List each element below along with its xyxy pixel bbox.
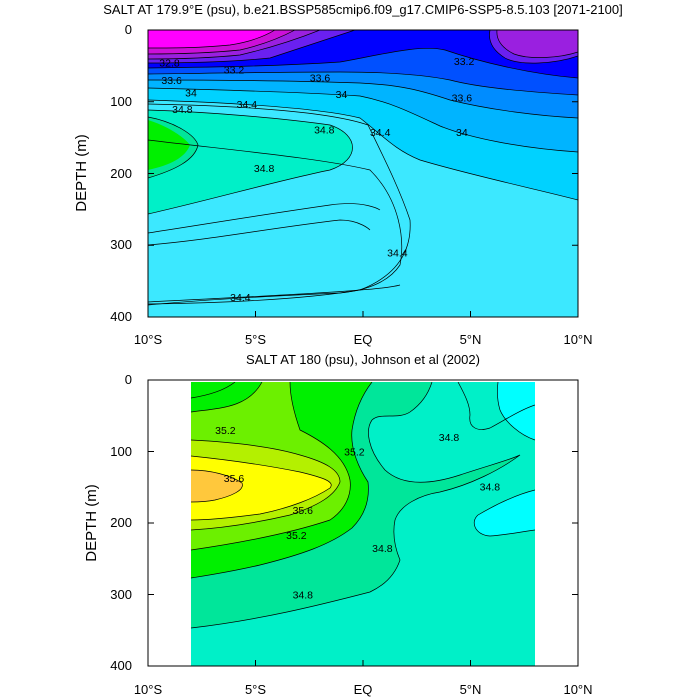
panel-1: SALT AT 179.9°E (psu), b.e21.BSSP585cmip… [73,2,623,347]
fill-level-34.6-deep-north [474,490,535,536]
panel-2-contour-labels: 35.2 35.2 34.8 35.6 34.8 35.6 35.2 34.8 34.8 [215,425,500,601]
contour-label-0-6: 33.6 [310,72,331,84]
contour-label-0-15: 34 [456,127,468,139]
contour-33.6 [148,71,578,96]
panel-2: SALT AT 180 (psu), Johnson et al (2002) [83,352,593,697]
contour-34.4-deep [148,284,401,303]
contour-label-1-0: 35.2 [215,425,236,437]
panel-1-ytick-label-200: 200 [110,166,132,181]
panel-1-xtick-label-5N: 5°N [460,332,482,347]
contour-label-0-11: 34.4 [387,247,408,259]
contour-33.4 [148,47,578,79]
contour-34.8-core [148,116,199,179]
contour-label-1-7: 34.8 [372,543,393,555]
contour-label-0-5: 34.4 [237,99,258,111]
fill-level-33.0-north [496,30,578,58]
panel-2-ytick-label-200: 200 [110,515,132,530]
panel-2-ytick-label-0: 0 [125,372,132,387]
contour-label-0-7: 34 [336,89,348,101]
panel-1-x-ticks: 10°S 5°S EQ 5°N 10°N [134,311,593,347]
contour-label-0-0: 32.8 [159,57,180,69]
panel-1-fill [148,30,578,317]
panel-1-title: SALT AT 179.9°E (psu), b.e21.BSSP585cmip… [103,2,623,17]
panel-2-xtick-label-EQ: EQ [354,682,373,697]
contour-32.8-a [148,30,276,49]
contour-label-0-9: 34.4 [370,127,391,139]
contour-35.2-a [191,382,263,413]
contour-33.0-a [148,30,296,55]
contour-label-0-12: 34.4 [230,292,251,304]
fill-level-34.6 [148,110,353,214]
panel-1-xtick-label-10S: 10°S [134,332,163,347]
contour-35.4 [191,439,341,531]
contour-label-0-13: 33.2 [454,56,475,68]
fill-level-34.6-north [497,382,535,440]
contour-34.5 [148,139,402,306]
contour-33.2-north [489,30,578,64]
panel-2-x-ticks: 10°S 5°S EQ 5°N 10°N [134,660,593,697]
contour-34.6 [148,109,353,215]
panel-1-ytick-label-100: 100 [110,94,132,109]
panel-2-contours [191,382,535,629]
panel-1-xtick-label-5S: 5°S [245,332,266,347]
contour-label-0-2: 33.6 [161,75,182,87]
fill-level-35.8 [191,470,243,502]
panel-2-ytick-label-300: 300 [110,587,132,602]
panel-1-xtick-label-EQ: EQ [354,332,373,347]
contour-35.6 [191,455,332,521]
panel-1-ytick-label-300: 300 [110,237,132,252]
contour-35.2-b [191,382,351,551]
fill-level-lt32.8 [148,30,275,48]
contour-label-1-3: 35.6 [224,473,245,485]
panel-1-ytick-label-400: 400 [110,309,132,324]
contour-label-1-5: 35.6 [293,505,314,517]
panel-1-xtick-label-10N: 10°N [563,332,592,347]
contour-35.0 [191,382,373,579]
panel-2-xtick-label-10S: 10°S [134,682,163,697]
contour-33.2-a [148,30,356,64]
contour-34.0 [148,87,578,153]
contour-35.1-a [191,382,236,399]
contour-34.7-north [457,382,535,430]
panel-2-xtick-label-10N: 10°N [563,682,592,697]
contour-34.8 [191,382,521,629]
contour-label-1-4: 34.8 [480,482,501,494]
contour-33.0-north [496,30,578,58]
panel-2-ytick-label-100: 100 [110,444,132,459]
contour-label-1-1: 35.2 [344,447,365,459]
contour-label-0-1: 33.2 [224,65,245,77]
panel-2-ytick-label-400: 400 [110,658,132,673]
panel-1-y-ticks: 0 100 200 300 400 [110,22,578,324]
contour-33.8 [148,79,578,119]
panel-2-y-ticks: 0 100 200 300 400 [110,372,578,673]
panel-1-contours [148,30,578,306]
panel-1-y-axis-label: DEPTH (m) [73,134,90,212]
panel-1-ytick-label-0: 0 [125,22,132,37]
contour-34.6-north [497,382,535,441]
contour-34.7 [148,219,371,246]
contour-label-0-14: 33.6 [452,92,473,104]
contour-label-0-4: 34.8 [172,104,193,116]
contour-label-1-6: 35.2 [286,530,307,542]
panel-2-title: SALT AT 180 (psu), Johnson et al (2002) [246,352,480,367]
contour-label-1-8: 34.8 [293,590,314,602]
contour-label-0-8: 34.8 [314,125,335,137]
panel-2-y-axis-label: DEPTH (m) [83,484,100,562]
panel-2-xtick-label-5N: 5°N [460,682,482,697]
contour-34.2 [148,99,578,201]
contour-label-0-10: 34.8 [254,163,275,175]
contour-label-0-3: 34 [185,87,197,99]
contour-34.4-b [148,103,411,305]
contour-34.6-b [148,203,381,234]
contour-35.8 [191,469,243,503]
contour-33.1-a [148,30,321,60]
panel-2-xtick-label-5S: 5°S [245,682,266,697]
contour-label-1-2: 34.8 [439,432,460,444]
contour-34.6-deep-north [473,489,535,537]
fill-level-35.0 [148,120,190,170]
